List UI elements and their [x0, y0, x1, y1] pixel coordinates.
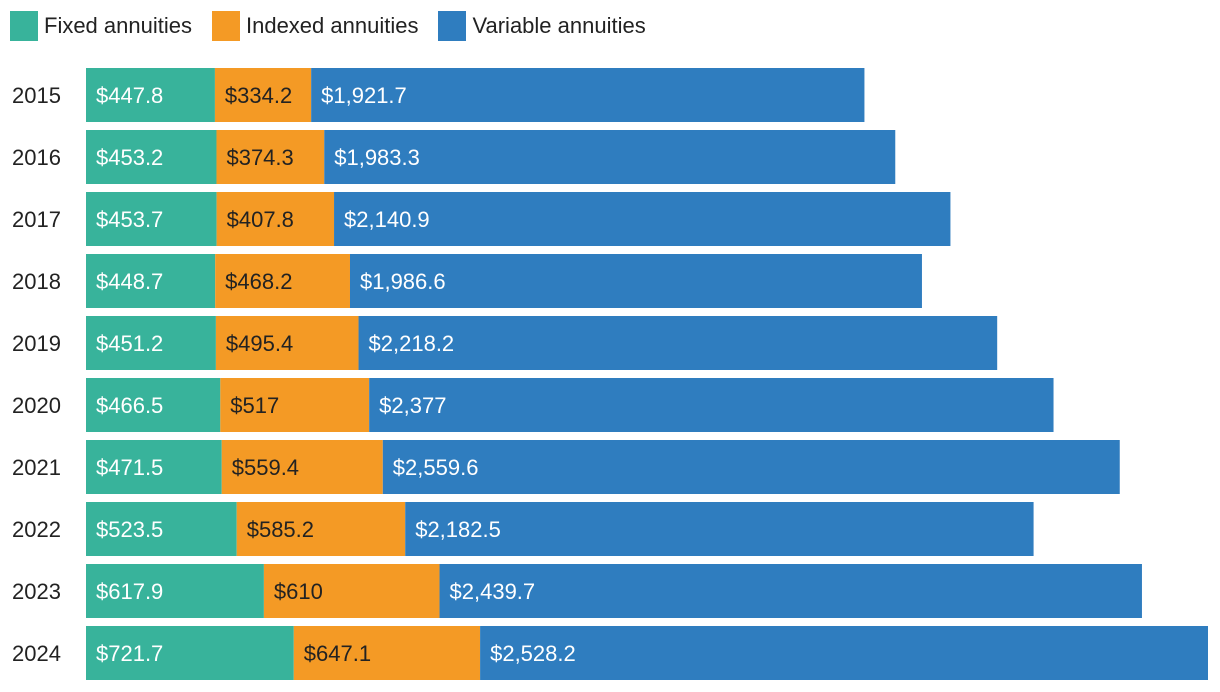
bar-segment-indexed-2019 — [215, 316, 359, 370]
bar-segment-fixed-2019 — [86, 316, 216, 370]
data-label-indexed-2017: $407.8 — [227, 207, 294, 232]
bar-segment-variable-2020 — [369, 378, 1054, 432]
legend-swatch-indexed — [211, 11, 240, 41]
bar-segment-variable-2018 — [349, 254, 922, 308]
data-label-indexed-2019: $495.4 — [226, 331, 293, 356]
bar-segment-fixed-2022 — [86, 502, 237, 556]
bar-segment-variable-2022 — [405, 502, 1034, 556]
data-label-fixed-2023: $617.9 — [96, 579, 163, 604]
legend-label-variable: Variable annuities — [472, 13, 646, 38]
bar-segment-indexed-2015 — [214, 68, 312, 122]
bar-segment-variable-2024 — [480, 626, 1208, 680]
data-label-indexed-2023: $610 — [274, 579, 323, 604]
bar-segment-indexed-2023 — [263, 564, 440, 618]
year-label-2016: 2016 — [12, 145, 61, 170]
year-label-2018: 2018 — [12, 269, 61, 294]
bar-segment-indexed-2017 — [216, 192, 335, 246]
year-label-2022: 2022 — [12, 517, 61, 542]
legend-item-fixed: Fixed annuities — [10, 11, 192, 41]
data-label-variable-2018: $1,986.6 — [360, 269, 446, 294]
bar-segment-fixed-2015 — [86, 68, 215, 122]
data-label-indexed-2021: $559.4 — [232, 455, 299, 480]
bar-segment-fixed-2021 — [86, 440, 222, 494]
data-label-fixed-2016: $453.2 — [96, 145, 163, 170]
year-label-2020: 2020 — [12, 393, 61, 418]
data-label-variable-2019: $2,218.2 — [369, 331, 455, 356]
bar-segment-indexed-2021 — [221, 440, 383, 494]
data-label-fixed-2015: $447.8 — [96, 83, 163, 108]
bar-segment-indexed-2022 — [236, 502, 406, 556]
bar-segment-variable-2016 — [324, 130, 896, 184]
legend-label-fixed: Fixed annuities — [44, 13, 192, 38]
legend-label-indexed: Indexed annuities — [245, 13, 419, 38]
data-label-indexed-2018: $468.2 — [225, 269, 292, 294]
bar-segment-fixed-2016 — [86, 130, 217, 184]
data-label-indexed-2016: $374.3 — [226, 145, 293, 170]
legend-item-variable: Variable annuities — [438, 11, 646, 41]
data-label-variable-2016: $1,983.3 — [334, 145, 420, 170]
bar-segment-variable-2015 — [311, 68, 865, 122]
chart-legend: Fixed annuities Indexed annuities Variab… — [10, 10, 666, 42]
data-label-fixed-2018: $448.7 — [96, 269, 163, 294]
bar-segment-indexed-2024 — [293, 626, 481, 680]
data-label-fixed-2020: $466.5 — [96, 393, 163, 418]
year-label-2015: 2015 — [12, 83, 61, 108]
year-label-2021: 2021 — [12, 455, 61, 480]
bar-segment-variable-2021 — [382, 440, 1120, 494]
data-label-indexed-2020: $517 — [230, 393, 279, 418]
bar-segment-indexed-2020 — [220, 378, 370, 432]
legend-swatch-fixed — [10, 11, 38, 41]
data-label-variable-2015: $1,921.7 — [321, 83, 407, 108]
bar-segment-indexed-2018 — [215, 254, 350, 308]
bar-segment-fixed-2023 — [86, 564, 264, 618]
data-label-fixed-2019: $451.2 — [96, 331, 163, 356]
year-label-2023: 2023 — [12, 579, 61, 604]
bar-segment-variable-2019 — [358, 316, 998, 370]
data-label-variable-2024: $2,528.2 — [490, 641, 576, 666]
legend-item-indexed: Indexed annuities — [211, 11, 419, 41]
bar-segment-fixed-2024 — [86, 626, 294, 680]
bar-segment-variable-2023 — [439, 564, 1142, 618]
data-label-variable-2017: $2,140.9 — [344, 207, 430, 232]
data-label-variable-2021: $2,559.6 — [393, 455, 479, 480]
legend-swatch-variable — [438, 11, 467, 41]
data-label-variable-2020: $2,377 — [379, 393, 446, 418]
data-label-variable-2022: $2,182.5 — [415, 517, 501, 542]
data-label-fixed-2024: $721.7 — [96, 641, 163, 666]
data-label-fixed-2017: $453.7 — [96, 207, 163, 232]
data-label-indexed-2022: $585.2 — [247, 517, 314, 542]
bar-segment-variable-2017 — [334, 192, 951, 246]
data-label-indexed-2015: $334.2 — [225, 83, 292, 108]
data-label-variable-2023: $2,439.7 — [450, 579, 536, 604]
bar-segment-fixed-2018 — [86, 254, 216, 308]
year-label-2024: 2024 — [12, 641, 61, 666]
year-label-2017: 2017 — [12, 207, 61, 232]
data-label-fixed-2022: $523.5 — [96, 517, 163, 542]
bar-segment-fixed-2017 — [86, 192, 217, 246]
bar-segment-fixed-2020 — [86, 378, 221, 432]
year-label-2019: 2019 — [12, 331, 61, 356]
bar-segment-indexed-2016 — [216, 130, 325, 184]
data-label-fixed-2021: $471.5 — [96, 455, 163, 480]
data-label-indexed-2024: $647.1 — [304, 641, 371, 666]
